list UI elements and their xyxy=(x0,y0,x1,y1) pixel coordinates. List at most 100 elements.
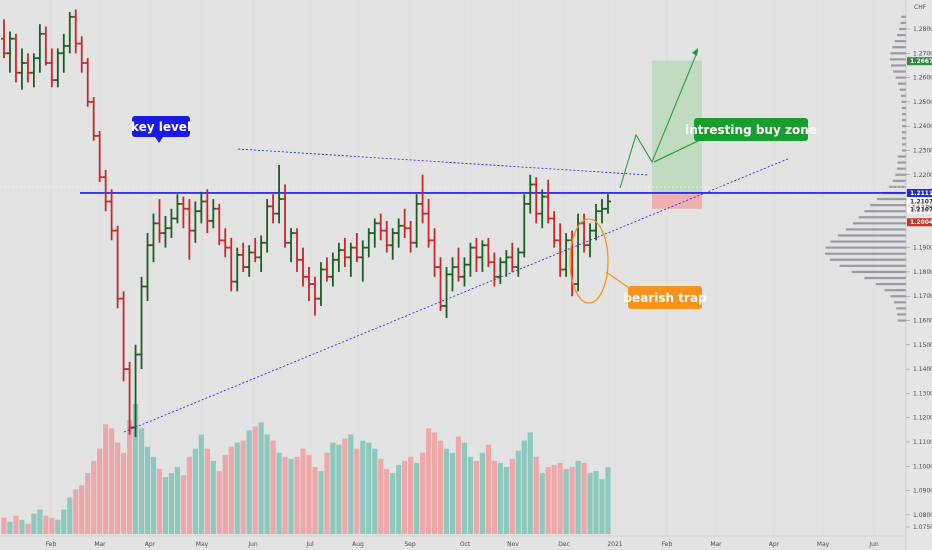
month-label: Nov xyxy=(507,541,519,548)
bearish-trap-text: bearish trap xyxy=(623,291,706,305)
ohlc-bar xyxy=(108,189,115,241)
volume-bar xyxy=(312,466,318,534)
price-tick-label: 1.15000 xyxy=(913,342,932,349)
ohlc-bar xyxy=(491,252,498,287)
key-level-text: key level xyxy=(131,120,191,134)
price-tick-label: 1.22000 xyxy=(913,172,932,179)
volume-bar xyxy=(515,450,521,534)
volume-bar xyxy=(234,442,240,534)
volume-profile-bar xyxy=(884,289,906,292)
ohlc-bar xyxy=(126,361,133,435)
time-axis[interactable]: Feb Mar Apr May Jun Jul Aug Sep Oct Nov Dec 2021 Feb… xyxy=(0,535,906,548)
price-tag-label: 1.21073 xyxy=(910,206,932,213)
volume-bar xyxy=(479,452,485,534)
price-tag-label: 1.21073 xyxy=(910,198,932,205)
volume-bar xyxy=(360,440,366,534)
price-tick-label: 1.10000 xyxy=(913,463,932,470)
volume-bar xyxy=(318,471,324,534)
month-label: Dec xyxy=(558,541,570,548)
ohlc-bar xyxy=(198,191,205,224)
volume-bar xyxy=(19,519,25,534)
volume-bar xyxy=(485,444,491,534)
volume-bar xyxy=(294,456,300,534)
ohlc-bar xyxy=(425,199,432,248)
price-tag-box xyxy=(907,205,932,214)
projection-zones xyxy=(652,60,702,209)
ohlc-bar xyxy=(168,208,175,238)
volume-bar xyxy=(473,460,480,534)
ohlc-bar xyxy=(551,211,558,248)
volume-profile-bar xyxy=(897,319,906,322)
volume-bar xyxy=(49,517,55,534)
price-tag-label: 1.20045 xyxy=(910,219,932,226)
ohlc-bar xyxy=(222,228,229,258)
ohlc-bar xyxy=(288,228,295,263)
ohlc-bar xyxy=(300,247,306,287)
ohlc-bar xyxy=(479,240,486,272)
month-label: Feb xyxy=(662,541,673,548)
volume-bar xyxy=(425,428,432,534)
volume-bar xyxy=(73,489,79,534)
price-tick-label: 1.08000 xyxy=(913,512,932,519)
volume-profile-bar xyxy=(894,40,906,43)
volume-bar xyxy=(168,473,175,534)
ohlc-bar xyxy=(252,237,259,263)
ohlc-bar xyxy=(66,11,73,54)
volume-profile-bar xyxy=(830,240,906,243)
volume-bar xyxy=(156,469,163,534)
volume-bar xyxy=(467,456,474,534)
key-level-pointer xyxy=(155,137,163,143)
ohlc-bar xyxy=(246,245,253,277)
volume-bar xyxy=(605,466,611,534)
volume-bar xyxy=(174,466,181,534)
projection-path xyxy=(619,49,699,189)
trend-lines xyxy=(0,48,906,433)
price-axis[interactable]: 1.28000 1.27000 1.26000 1.25000 1.24000 1.230… xyxy=(905,0,932,550)
ohlc-bar xyxy=(443,267,450,319)
volume-bar xyxy=(527,432,533,534)
volume-bar xyxy=(55,519,61,534)
volume-profile-bar xyxy=(901,112,906,116)
volume-bar xyxy=(37,509,43,534)
volume-bar xyxy=(437,440,444,534)
ohlc-bar xyxy=(329,252,336,287)
volume-profile-bar xyxy=(899,88,906,91)
price-tick-label: 1.12000 xyxy=(913,415,932,422)
volume-bar xyxy=(569,466,575,534)
volume-bar xyxy=(264,434,270,534)
ohlc-bar xyxy=(395,218,402,248)
volume-bar xyxy=(539,473,545,534)
volume-bar xyxy=(455,436,462,534)
volume-bar xyxy=(85,473,91,534)
volume-bar xyxy=(186,456,192,534)
ohlc-bar xyxy=(204,189,211,234)
volume-bar xyxy=(491,460,497,534)
volume-bar xyxy=(222,454,228,534)
volume-bar xyxy=(461,442,468,534)
volume-bar xyxy=(449,452,456,534)
ohlc-bar xyxy=(72,9,79,54)
volume-profile-bar xyxy=(901,106,906,110)
ohlc-bar xyxy=(563,233,570,277)
ohlc-bar xyxy=(437,257,444,311)
volume-bar xyxy=(509,458,515,534)
ohlc-bar xyxy=(216,203,223,246)
ohlc-bar xyxy=(521,194,528,258)
ohlc-bar xyxy=(18,48,25,90)
ohlc-bar xyxy=(377,213,384,241)
volume-bar xyxy=(545,466,551,534)
ohlc-bar xyxy=(96,131,103,183)
price-tag: 1.21073 xyxy=(907,205,932,214)
ohlc-bar xyxy=(509,242,516,272)
volume-bar xyxy=(503,466,509,534)
volume-profile-bar xyxy=(901,137,906,140)
price-tick-label: 1.07500 xyxy=(913,524,932,531)
ohlc-bar xyxy=(317,262,324,306)
volume-bar xyxy=(258,422,264,534)
volume-profile-bar xyxy=(825,246,906,249)
volume-profile-bar xyxy=(829,258,906,261)
month-label: Oct xyxy=(460,541,471,548)
ohlc-bar xyxy=(587,223,594,258)
volume-bars xyxy=(1,404,611,534)
